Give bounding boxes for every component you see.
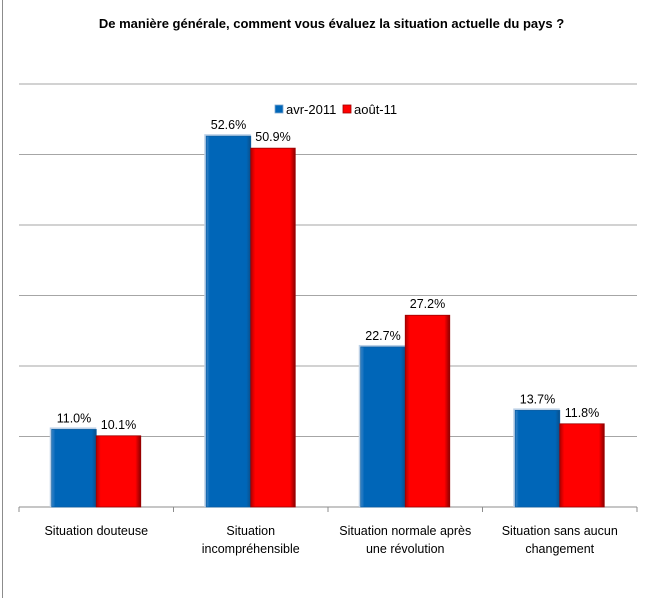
category-label: Situation [226, 524, 275, 538]
bar-aout-11 [250, 147, 296, 508]
bar-avr-2011 [205, 135, 252, 508]
data-label: 22.7% [365, 329, 400, 343]
data-label: 11.0% [57, 411, 92, 425]
data-label: 27.2% [410, 297, 445, 311]
bar-aout-11 [559, 423, 605, 508]
category-label: une révolution [366, 542, 445, 556]
category-label: changement [525, 542, 594, 556]
legend-label: août-11 [354, 102, 397, 117]
legend-swatch [342, 104, 352, 114]
bar-avr-2011 [514, 410, 561, 508]
bar-chart: 11.0% 52.6% 22.7% 13.7% 10.1% 50.9% 27.2% 11.8%… [18, 83, 638, 556]
category-label: Situation sans aucun [502, 524, 618, 538]
chart-title: De manière générale, comment vous évalue… [98, 16, 565, 31]
data-label: 11.8% [565, 406, 600, 420]
bar-aout-11 [404, 314, 451, 508]
legend-swatch [274, 104, 284, 114]
category-label: Situation douteuse [44, 524, 148, 538]
bar-avr-2011 [51, 429, 97, 508]
data-label: 10.1% [101, 418, 136, 432]
data-label: 52.6% [211, 118, 246, 132]
category-label: Situation normale après [339, 524, 471, 538]
category-label: incompréhensible [202, 542, 300, 556]
bar-avr-2011 [360, 346, 406, 508]
data-label: 50.9% [255, 130, 290, 144]
data-label: 13.7% [520, 392, 555, 406]
bar-aout-11 [95, 435, 142, 508]
legend-label: avr-2011 [286, 102, 336, 117]
